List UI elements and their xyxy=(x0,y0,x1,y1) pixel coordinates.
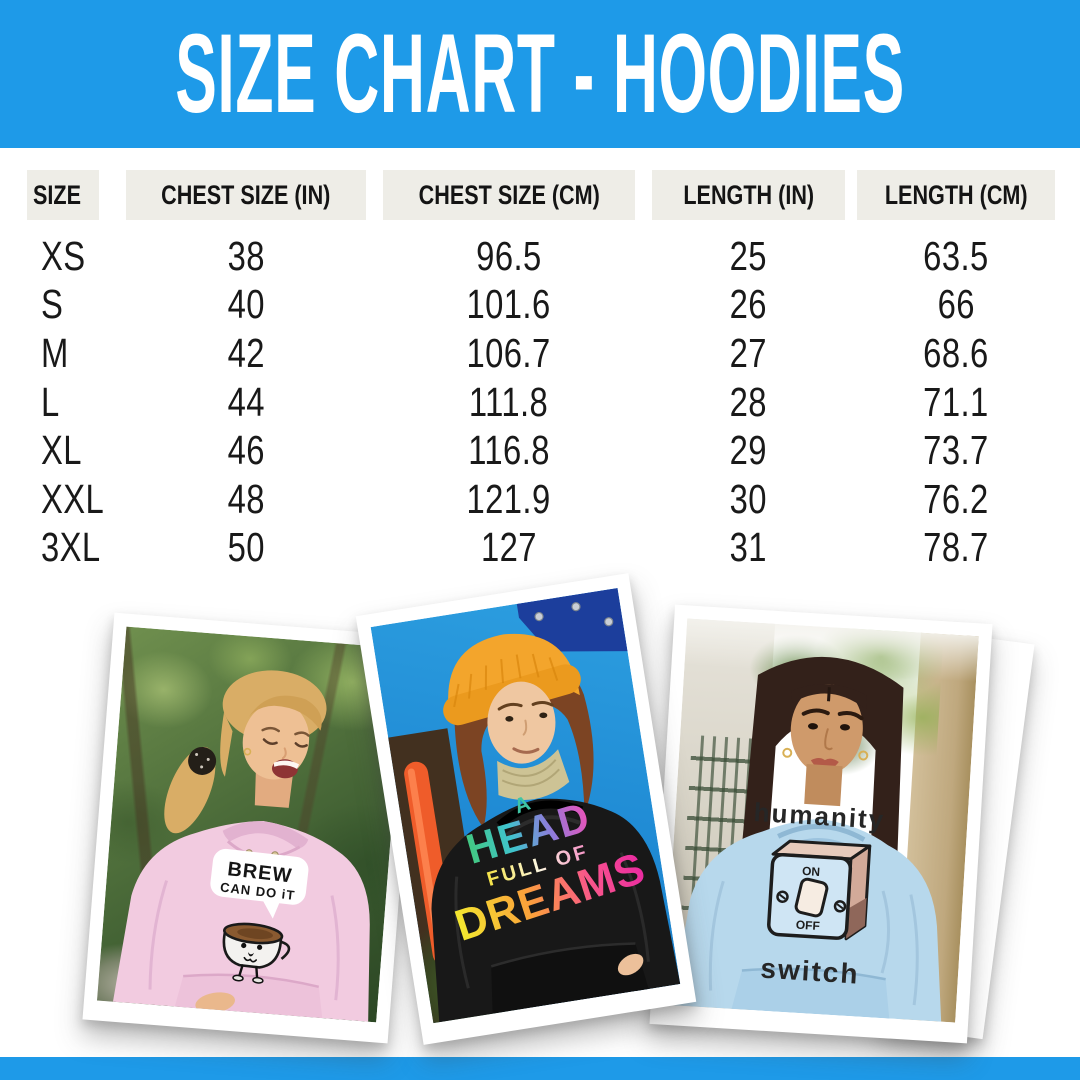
table-row: XXL 48 121.9 30 76.2 xyxy=(41,475,989,522)
black-hoodie-photo: A HEAD FULL OF DREAMS xyxy=(370,587,681,1024)
pocket xyxy=(731,968,890,1019)
page-title: SIZE CHART - HOODIES xyxy=(175,10,905,137)
header-chest-in: CHEST SIZE (IN) xyxy=(126,170,366,220)
title-banner: SIZE CHART - HOODIES xyxy=(0,0,1080,148)
black-hoodie-illustration: A HEAD FULL OF DREAMS xyxy=(404,587,681,1023)
switch-on-label: ON xyxy=(802,864,821,879)
blue-hoodie-photo: humanity ON OFF switch xyxy=(663,618,979,1023)
table-row: 3XL 50 127 31 78.7 xyxy=(41,524,989,571)
photo-black-hoodie: A HEAD FULL OF DREAMS xyxy=(355,573,697,1045)
face xyxy=(487,681,556,764)
size-table-body: XS 38 96.5 25 63.5 S 40 101.6 26 66 M 42… xyxy=(0,232,1080,572)
earring xyxy=(858,750,869,761)
scrunchie xyxy=(188,746,217,775)
speech-bubble-graphic: BREW CAN DO iT xyxy=(210,848,309,919)
hand xyxy=(195,992,235,1014)
table-row: XL 46 116.8 29 73.7 xyxy=(41,427,989,474)
bottom-accent-bar xyxy=(0,1057,1080,1080)
beanie xyxy=(448,633,580,718)
header-length-cm: LENGTH (CM) xyxy=(857,170,1055,220)
photo-pink-hoodie: BREW CAN DO iT xyxy=(82,612,420,1044)
earring xyxy=(782,747,793,758)
table-row: S 40 101.6 26 66 xyxy=(41,281,975,328)
switch-toggle xyxy=(794,877,829,918)
table-row: L 44 111.8 28 71.1 xyxy=(41,378,989,425)
table-row: XS 38 96.5 25 63.5 xyxy=(41,232,989,279)
header-size: SIZE xyxy=(27,170,99,220)
header-length-in: LENGTH (IN) xyxy=(652,170,845,220)
pocket xyxy=(491,943,649,1014)
switch-off-label: OFF xyxy=(795,918,820,933)
pink-hoodie-photo: BREW CAN DO iT xyxy=(96,626,406,1023)
face xyxy=(242,695,322,780)
blue-hoodie-illustration: humanity ON OFF switch xyxy=(671,656,942,1022)
pink-hoodie-illustration: BREW CAN DO iT xyxy=(112,670,370,1022)
header-chest-cm: CHEST SIZE (CM) xyxy=(383,170,635,220)
graphic-text-switch: switch xyxy=(760,953,861,990)
table-row: M 42 106.7 27 68.6 xyxy=(41,329,989,376)
switch-plate: ON OFF xyxy=(767,839,872,941)
slide-panel xyxy=(516,587,628,652)
photo-blue-hoodie: humanity ON OFF switch xyxy=(649,604,993,1044)
hand xyxy=(617,953,644,976)
size-table-header: SIZE CHEST SIZE (IN) CHEST SIZE (CM) LEN… xyxy=(0,170,1080,220)
graphic-word-a: A xyxy=(511,792,533,819)
coffee-cup-character xyxy=(222,922,291,984)
